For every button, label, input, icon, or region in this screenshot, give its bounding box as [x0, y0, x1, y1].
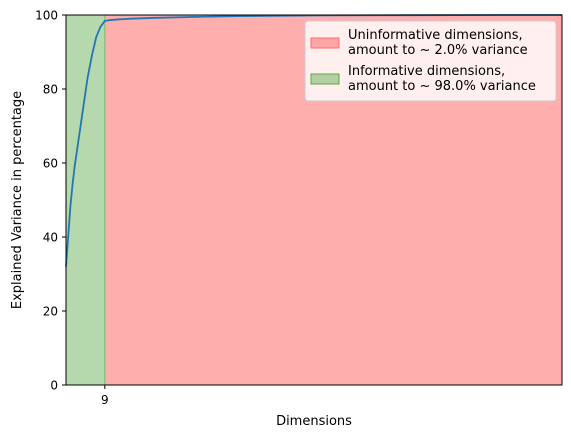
y-tick-label: 0 — [50, 379, 58, 393]
legend-label: Informative dimensions, — [348, 64, 505, 79]
y-tick-label: 100 — [35, 9, 58, 23]
y-tick-label: 20 — [43, 305, 58, 319]
legend-label: Uninformative dimensions, — [348, 28, 523, 43]
cumulative-variance-line — [65, 14, 562, 267]
y-tick-label: 40 — [43, 231, 58, 245]
informative-region — [66, 15, 105, 385]
legend-swatch-informative — [310, 73, 340, 85]
y-axis-label: Explained Variance in percentage — [10, 91, 25, 309]
legend: Uninformative dimensions,amount to ~ 2.0… — [304, 20, 557, 102]
series-layer — [65, 14, 562, 267]
y-tick-label: 80 — [43, 83, 58, 97]
x-axis-ticks: 9 — [101, 385, 109, 407]
legend-box — [304, 20, 557, 102]
axes-frame — [65, 14, 563, 386]
y-tick-label: 60 — [43, 157, 58, 171]
legend-label: amount to ~ 2.0% variance — [348, 43, 528, 58]
legend-label: amount to ~ 98.0% variance — [348, 79, 536, 94]
legend-swatch-uninformative — [310, 37, 340, 49]
x-tick-label: 9 — [101, 393, 109, 407]
x-axis-label: Dimensions — [276, 414, 352, 429]
y-axis-ticks: 0 20 40 60 80 100 — [35, 9, 66, 393]
